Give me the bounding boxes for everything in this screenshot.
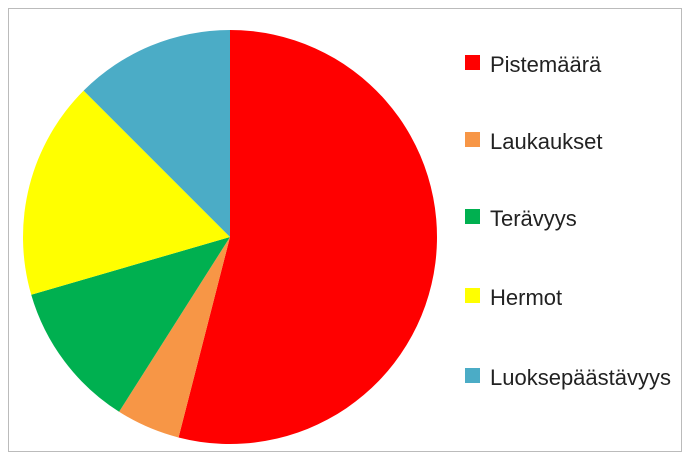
legend-item: Laukaukset [465,125,686,159]
legend-swatch [465,368,480,383]
legend-swatch [465,132,480,147]
legend-item: Luoksepäästävyys [465,361,686,395]
legend-label: Hermot [490,285,563,310]
legend-label: Laukaukset [490,129,603,154]
legend-swatch [465,55,480,70]
legend-item: Pistemäärä [465,48,686,82]
legend-label: Terävyys [490,206,577,231]
pie-slice [119,237,230,438]
legend-item: Hermot [465,281,686,315]
pie-slice [83,29,230,237]
pie-slice [31,237,230,412]
pie-slice [22,90,230,295]
legend-item: Terävyys [465,202,686,236]
legend-label: Pistemäärä [490,52,602,77]
legend-swatch [465,209,480,224]
legend-label: Luoksepäästävyys [490,365,671,390]
pie-slice [178,30,438,444]
legend-swatch [465,288,480,303]
